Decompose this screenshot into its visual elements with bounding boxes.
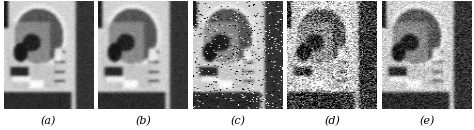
Text: (e): (e) [419,116,435,126]
Text: (c): (c) [230,116,245,126]
Text: (d): (d) [324,116,340,126]
Text: (b): (b) [135,116,151,126]
Text: (a): (a) [41,116,56,126]
